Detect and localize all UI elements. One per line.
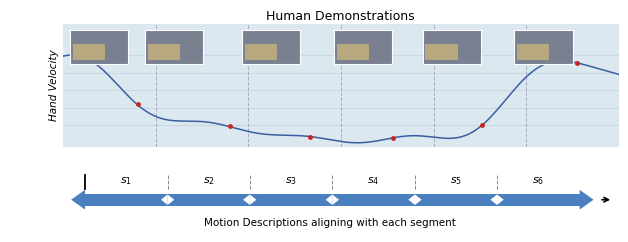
Bar (517, 44, 550, 60)
Polygon shape (161, 195, 168, 205)
Bar (85, 194, 580, 206)
Text: $s_1$: $s_1$ (121, 175, 133, 187)
Polygon shape (326, 195, 332, 205)
Text: $s_4$: $s_4$ (367, 175, 380, 187)
Text: $s_3$: $s_3$ (285, 175, 297, 187)
Text: $s_6$: $s_6$ (533, 175, 544, 187)
Text: $s_5$: $s_5$ (450, 175, 462, 187)
Bar (514, 30, 573, 64)
Bar (242, 30, 300, 64)
Bar (145, 30, 203, 64)
Text: Motion Descriptions aligning with each segment: Motion Descriptions aligning with each s… (203, 218, 455, 228)
Y-axis label: Hand Velocity: Hand Velocity (48, 50, 58, 121)
Polygon shape (408, 195, 415, 205)
Bar (148, 44, 180, 60)
Bar (425, 44, 458, 60)
Bar (72, 44, 105, 60)
Text: $s_2$: $s_2$ (203, 175, 215, 187)
Polygon shape (415, 195, 421, 205)
Title: Human Demonstrations: Human Demonstrations (266, 10, 415, 23)
Polygon shape (580, 190, 593, 210)
Bar (423, 30, 481, 64)
Polygon shape (497, 195, 504, 205)
Bar (337, 44, 369, 60)
Polygon shape (243, 195, 250, 205)
Bar (333, 30, 392, 64)
Bar (245, 44, 277, 60)
Polygon shape (490, 195, 497, 205)
Polygon shape (250, 195, 256, 205)
Polygon shape (332, 195, 339, 205)
Polygon shape (71, 190, 85, 210)
Polygon shape (168, 195, 175, 205)
Bar (70, 30, 128, 64)
